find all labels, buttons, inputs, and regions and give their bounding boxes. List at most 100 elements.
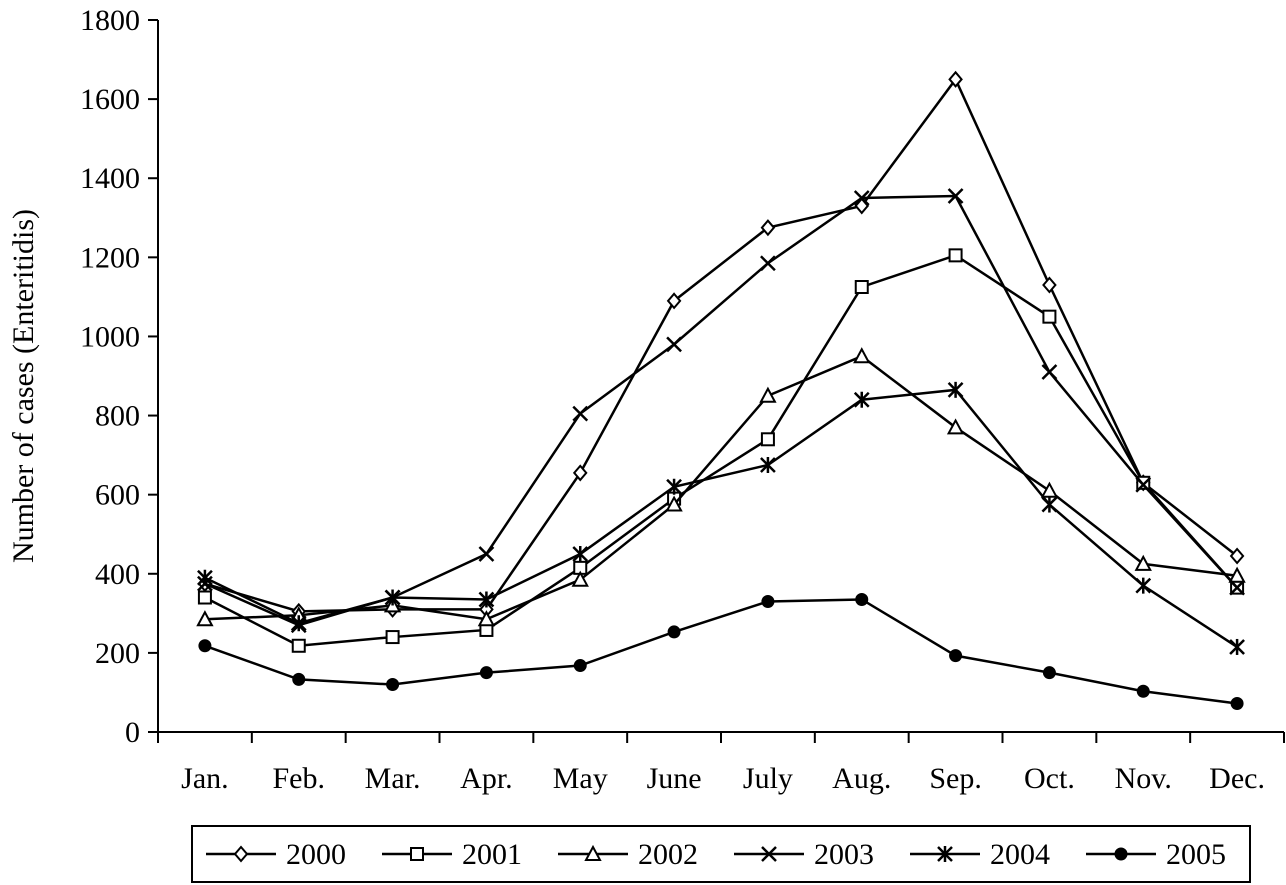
data-point <box>479 666 493 680</box>
data-point <box>478 546 495 562</box>
data-point <box>854 280 869 294</box>
data-point <box>1042 276 1057 294</box>
y-axis: 0 200 400 600 800 1000 1200 1400 1600 1800 <box>80 4 159 749</box>
data-point <box>948 70 963 88</box>
data-point <box>1040 481 1059 498</box>
series-line <box>204 388 1238 649</box>
data-point <box>1229 547 1245 565</box>
data-point <box>1134 554 1152 571</box>
legend-label: 2005 <box>1166 838 1226 871</box>
data-point <box>853 190 870 206</box>
legend-label: 2004 <box>990 838 1050 871</box>
data-point <box>478 591 495 608</box>
y-tick-label: 800 <box>95 400 140 433</box>
data-point-stroke <box>947 188 964 204</box>
data-point <box>666 478 682 495</box>
data-point-stroke <box>761 846 777 862</box>
series-line <box>204 253 1239 648</box>
data-point-stroke <box>478 546 495 562</box>
data-point <box>1041 364 1058 380</box>
y-tick-label: 600 <box>95 479 140 512</box>
data-point <box>196 610 214 627</box>
data-point <box>292 672 306 686</box>
data-point <box>1228 566 1246 583</box>
data-point <box>1042 309 1057 324</box>
series-line <box>204 598 1238 705</box>
series-2002 <box>196 347 1246 627</box>
x-tick-label: Aug. <box>832 762 891 795</box>
data-point <box>384 589 401 606</box>
x-tick-label: Sep. <box>929 762 982 795</box>
data-point-stroke <box>1041 364 1058 380</box>
y-tick-label: 1400 <box>80 162 140 195</box>
series-2005 <box>198 592 1244 711</box>
data-point <box>761 594 775 608</box>
data-point <box>666 292 682 310</box>
data-point <box>1230 697 1244 711</box>
data-point <box>385 630 400 645</box>
data-point <box>572 405 589 422</box>
data-point <box>855 592 869 606</box>
data-point <box>937 846 953 862</box>
data-point <box>1229 638 1245 655</box>
data-point <box>947 381 964 398</box>
x-tick-label: Oct. <box>1024 762 1075 795</box>
data-point <box>572 546 589 562</box>
series-lines <box>196 70 1246 711</box>
x-tick-label: Apr. <box>460 762 513 795</box>
data-point <box>197 590 212 605</box>
data-point <box>572 464 588 482</box>
data-point-stroke <box>1229 579 1245 596</box>
data-point <box>290 615 307 632</box>
data-point <box>761 846 777 862</box>
series-line <box>204 76 1238 613</box>
data-point <box>1135 476 1152 493</box>
data-point <box>946 418 965 435</box>
series-line <box>204 354 1238 621</box>
data-point <box>760 457 776 473</box>
y-tick-label: 1000 <box>80 320 140 353</box>
data-point <box>947 188 964 204</box>
data-point <box>477 610 496 627</box>
legend-label: 2002 <box>638 838 698 871</box>
legend-label: 2001 <box>462 838 522 871</box>
x-tick-label: July <box>743 762 793 795</box>
data-point <box>949 649 963 663</box>
y-tick-label: 1800 <box>80 4 140 37</box>
data-point <box>760 255 776 272</box>
data-point <box>759 386 777 403</box>
data-point <box>1135 577 1152 594</box>
x-tick-label: May <box>553 762 608 795</box>
legend-item-2003: 2003 <box>734 838 874 871</box>
data-point-stroke <box>666 336 682 353</box>
y-tick-label: 0 <box>125 716 140 749</box>
data-point-stroke <box>853 190 870 206</box>
legend-item-2000: 2000 <box>206 838 346 871</box>
data-point <box>1136 684 1150 698</box>
legend: 2000 2001 2002 2003 2004 2005 <box>191 825 1251 883</box>
data-point <box>666 336 682 353</box>
y-tick-label: 400 <box>95 558 140 591</box>
x-tick-label: Dec. <box>1209 762 1265 795</box>
series-2003 <box>197 188 1245 634</box>
legend-item-2002: 2002 <box>558 838 698 871</box>
y-tick-label: 1200 <box>80 241 140 274</box>
data-point <box>1042 666 1056 680</box>
x-tick-label: Nov. <box>1115 762 1172 795</box>
x-tick-label: Feb. <box>273 762 326 795</box>
series-line <box>204 194 1239 627</box>
legend-label: 2000 <box>286 838 346 871</box>
data-point <box>760 432 775 447</box>
data-point <box>1229 579 1245 596</box>
legend-item-2001: 2001 <box>382 838 522 871</box>
data-point <box>665 495 683 512</box>
data-point <box>853 391 870 408</box>
data-point <box>571 570 589 587</box>
y-tick-label: 200 <box>95 637 140 670</box>
data-point-stroke <box>760 255 776 272</box>
data-point <box>853 347 871 364</box>
data-point <box>386 678 400 692</box>
x-tick-label: Jan. <box>181 762 229 795</box>
legend-label: 2003 <box>814 838 874 871</box>
